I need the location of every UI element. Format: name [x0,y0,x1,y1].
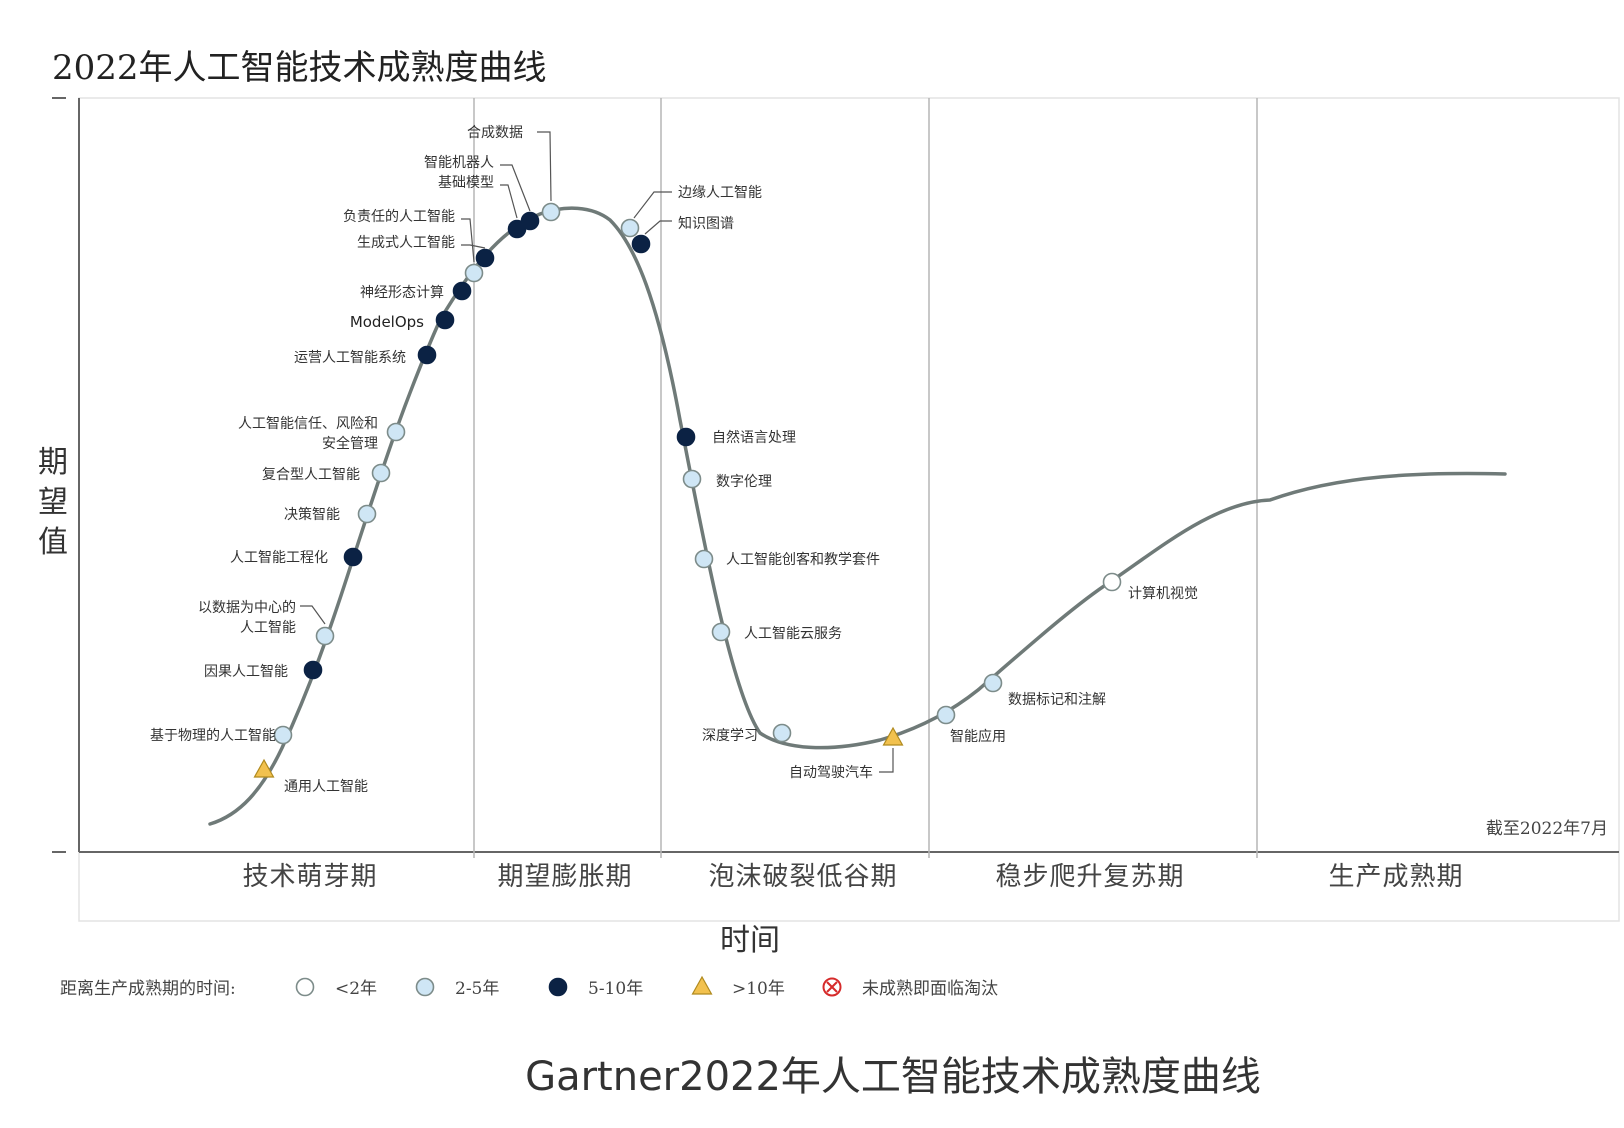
point-marker [386,422,406,442]
point-marker [475,248,495,268]
point-marker [676,427,696,447]
date-note: 截至2022年7月 [1486,819,1608,839]
point-marker [983,673,1003,693]
legend-marker-gt10 [691,975,713,995]
point-label: 人工智能云服务 [744,626,842,642]
legend-marker-2to5 [415,977,435,997]
point-label: 负责任的人工智能 [343,209,455,225]
point-label: 合成数据 [467,125,523,141]
point-label: 因果人工智能 [204,664,288,680]
legend-label: 5-10年 [588,979,643,999]
point-marker [253,758,275,778]
point-marker [631,234,651,254]
point-label: 自动驾驶汽车 [789,764,873,781]
point-marker [452,281,472,301]
point-label: 智能应用 [950,728,1006,745]
point-label: 数字伦理 [716,474,772,490]
legend-marker-lt2 [295,977,315,997]
label-leader-line [500,184,518,219]
chart-title: 2022年人工智能技术成熟度曲线 [52,48,547,88]
point-label: 决策智能 [284,506,340,523]
point-label: 生成式人工智能 [357,235,455,251]
legend-label: 未成熟即面临淘汰 [862,978,998,999]
point-label: 运营人工智能系统 [294,350,406,366]
legend: 距离生产成熟期的时间: <2年 2-5年 5-10年 >10年 未成熟即面临淘汰 [60,975,998,999]
point-marker [682,469,702,489]
point-marker [315,626,335,646]
point-marker [772,723,792,743]
point-label: 通用人工智能 [284,779,368,795]
point-marker [435,310,455,330]
point-marker [1102,572,1122,592]
phase-label: 生产成熟期 [1328,862,1463,892]
point-label: 神经形态计算 [360,285,444,301]
point-label: 计算机视觉 [1128,586,1198,602]
y-axis-label-char-3: 值 [38,525,68,560]
label-leader-line [300,605,326,625]
point-label: 基于物理的人工智能 [150,727,276,744]
legend-marker-obsolete [822,977,842,997]
point-marker [711,622,731,642]
point-label: ModelOps [350,313,424,331]
legend-marker-5to10 [548,977,568,997]
label-leader-line [461,244,486,249]
y-axis-label-char-2: 望 [38,485,68,520]
legend-label: <2年 [335,979,377,999]
label-leader-line [537,131,552,202]
hype-curve [208,206,1507,826]
legend-title: 距离生产成熟期的时间: [60,978,236,999]
label-leader-line [500,164,531,212]
phase-label: 泡沫破裂低谷期 [708,862,897,892]
phase-labels: 技术萌芽期 期望膨胀期 泡沫破裂低谷期 稳步爬升复苏期 生产成熟期 [242,862,1463,892]
point-label: 安全管理 [322,435,378,452]
point-label: 人工智能 [240,620,296,636]
label-leader-line [879,748,894,773]
legend-label: 2-5年 [455,979,499,999]
technology-points [253,202,1122,778]
phase-label: 稳步爬升复苏期 [995,862,1184,892]
point-label: 复合型人工智能 [262,466,360,483]
point-label: 边缘人工智能 [678,185,762,201]
chart-caption: Gartner2022年人工智能技术成熟度曲线 [525,1054,1261,1100]
y-axis-label-char-1: 期 [38,445,68,480]
phase-dividers [473,98,1258,858]
phase-label: 期望膨胀期 [497,862,632,892]
label-leader-line [644,220,672,235]
label-leaders [300,131,894,773]
point-marker [371,463,391,483]
point-marker [464,263,484,283]
point-marker [303,660,323,680]
point-marker [520,211,540,231]
point-label: 知识图谱 [678,215,734,232]
point-marker [343,547,363,567]
point-label: 基础模型 [438,174,494,191]
point-marker [417,345,437,365]
point-label: 深度学习 [702,728,758,744]
point-marker [273,725,293,745]
point-marker [936,705,956,725]
point-label: 智能机器人 [424,155,494,171]
point-label: 人工智能创客和教学套件 [726,551,880,568]
point-marker [694,549,714,569]
label-leader-line [461,218,475,263]
point-marker [357,504,377,524]
point-marker [882,726,904,746]
label-leader-line [633,191,672,219]
plot-frame [52,97,1620,922]
point-label: 数据标记和注解 [1008,692,1106,708]
x-axis-label: 时间 [720,923,780,958]
point-label: 以数据为中心的 [198,600,296,616]
point-label: 自然语言处理 [712,429,796,446]
phase-label: 技术萌芽期 [242,862,377,892]
legend-label: >10年 [732,979,785,999]
point-label: 人工智能工程化 [230,550,328,566]
point-marker [541,202,561,222]
point-label: 人工智能信任、风险和 [238,416,378,432]
point-marker [620,218,640,238]
